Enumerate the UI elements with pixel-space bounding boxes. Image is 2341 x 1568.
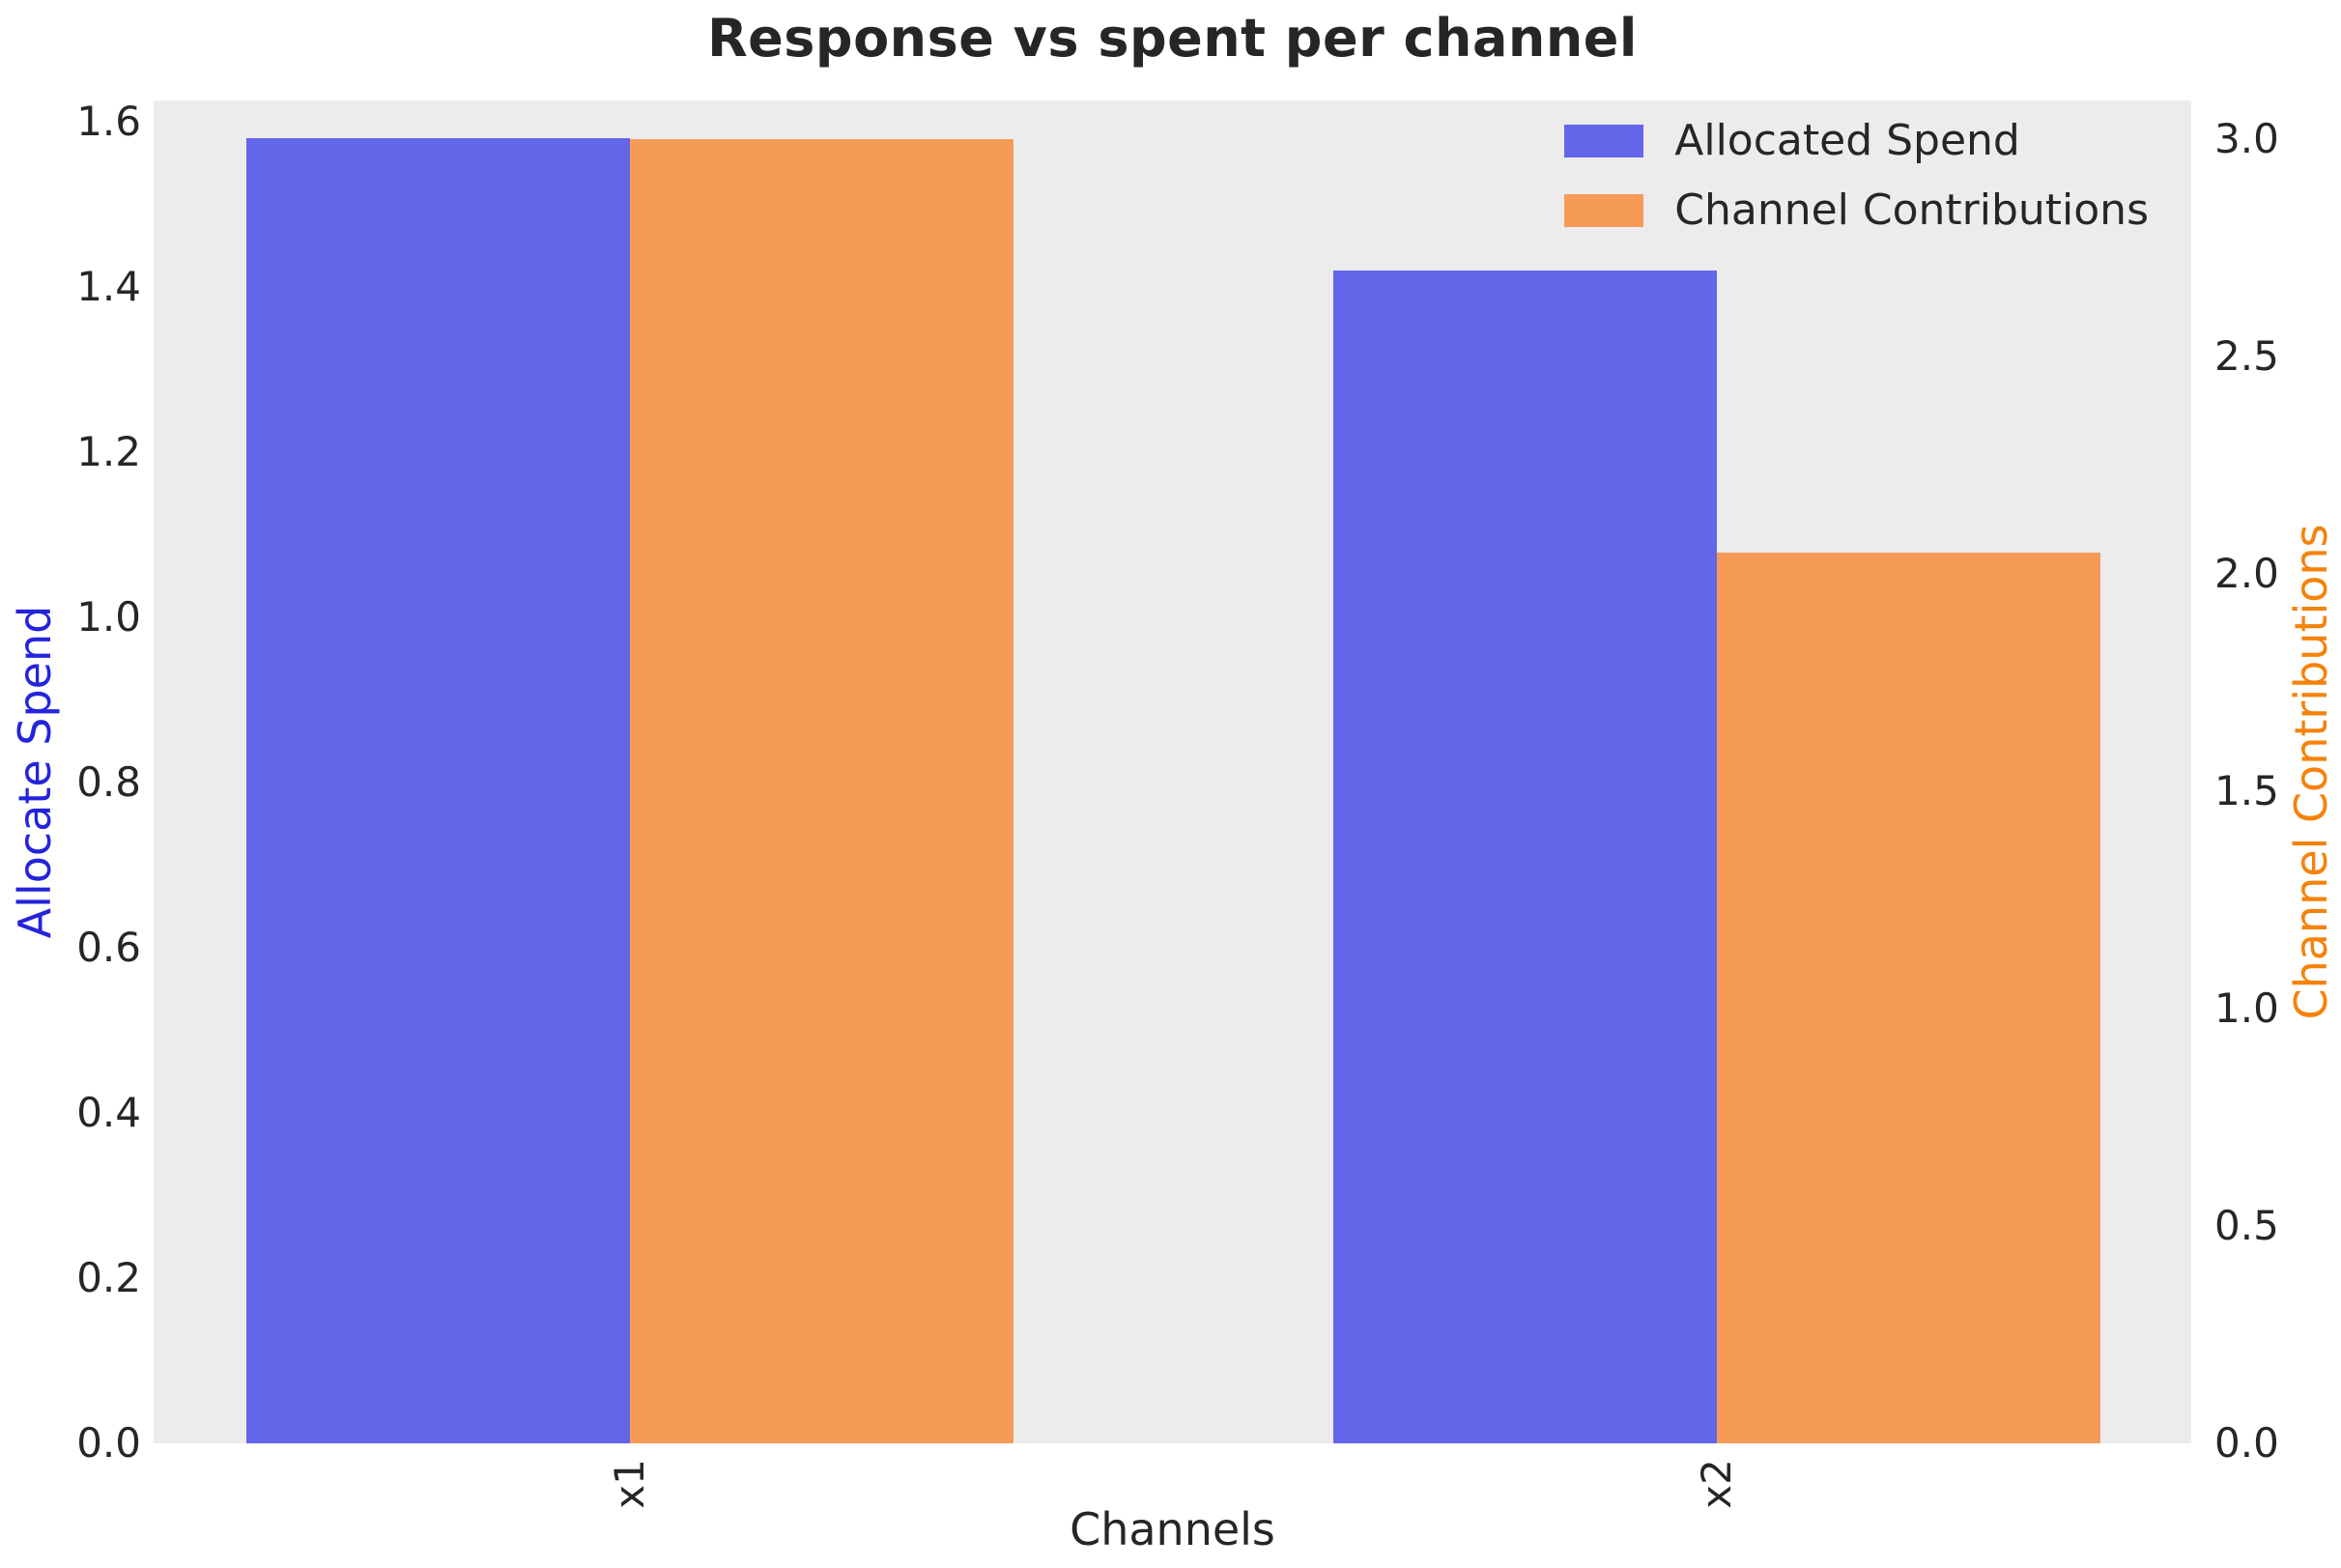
plot-area: Allocated Spend Channel Contributions	[154, 100, 2191, 1443]
y-tick-label: 1.0	[76, 593, 141, 641]
legend-swatch-icon	[1564, 125, 1644, 157]
y-tick-label: 3.0	[2214, 115, 2279, 162]
y-tick-label: 1.5	[2214, 767, 2279, 814]
y-tick-label: 1.6	[76, 98, 141, 146]
left-axis-title: Allocate Spend	[9, 605, 61, 939]
x-tick-label-x1: x1	[606, 1459, 653, 1509]
bar-allocated-spend-x2	[1333, 271, 1717, 1443]
legend-row: Channel Contributions	[1564, 187, 2149, 234]
y-tick-label: 0.8	[76, 758, 141, 807]
y-tick-label: 1.2	[76, 428, 141, 476]
right-axis-title: Channel Contributions	[2285, 524, 2337, 1020]
legend-swatch-icon	[1564, 194, 1644, 227]
legend-label: Allocated Spend	[1674, 116, 2020, 165]
y-tick-label: 2.5	[2214, 332, 2279, 380]
y-tick-label: 0.2	[76, 1254, 141, 1301]
y-tick-label: 0.0	[2214, 1419, 2279, 1467]
legend-label: Channel Contributions	[1674, 185, 2149, 235]
legend: Allocated Spend Channel Contributions	[1556, 112, 2156, 240]
chart-title: Response vs spent per channel	[707, 8, 1638, 69]
y-tick-label: 0.4	[76, 1089, 141, 1137]
bar-channel-contributions-x1	[630, 139, 1013, 1443]
y-tick-label: 1.4	[76, 263, 141, 311]
bar-channel-contributions-x2	[1717, 552, 2100, 1443]
x-tick-label-x2: x2	[1693, 1459, 1740, 1509]
y-tick-label: 1.0	[2214, 984, 2279, 1032]
x-axis-title: Channels	[1070, 1503, 1275, 1555]
y-tick-label: 0.6	[76, 924, 141, 972]
y-tick-label: 2.0	[2214, 550, 2279, 597]
y-tick-label: 0.0	[76, 1419, 141, 1467]
y-tick-label: 0.5	[2214, 1202, 2279, 1249]
bar-allocated-spend-x1	[246, 138, 630, 1443]
legend-row: Allocated Spend	[1564, 118, 2149, 164]
